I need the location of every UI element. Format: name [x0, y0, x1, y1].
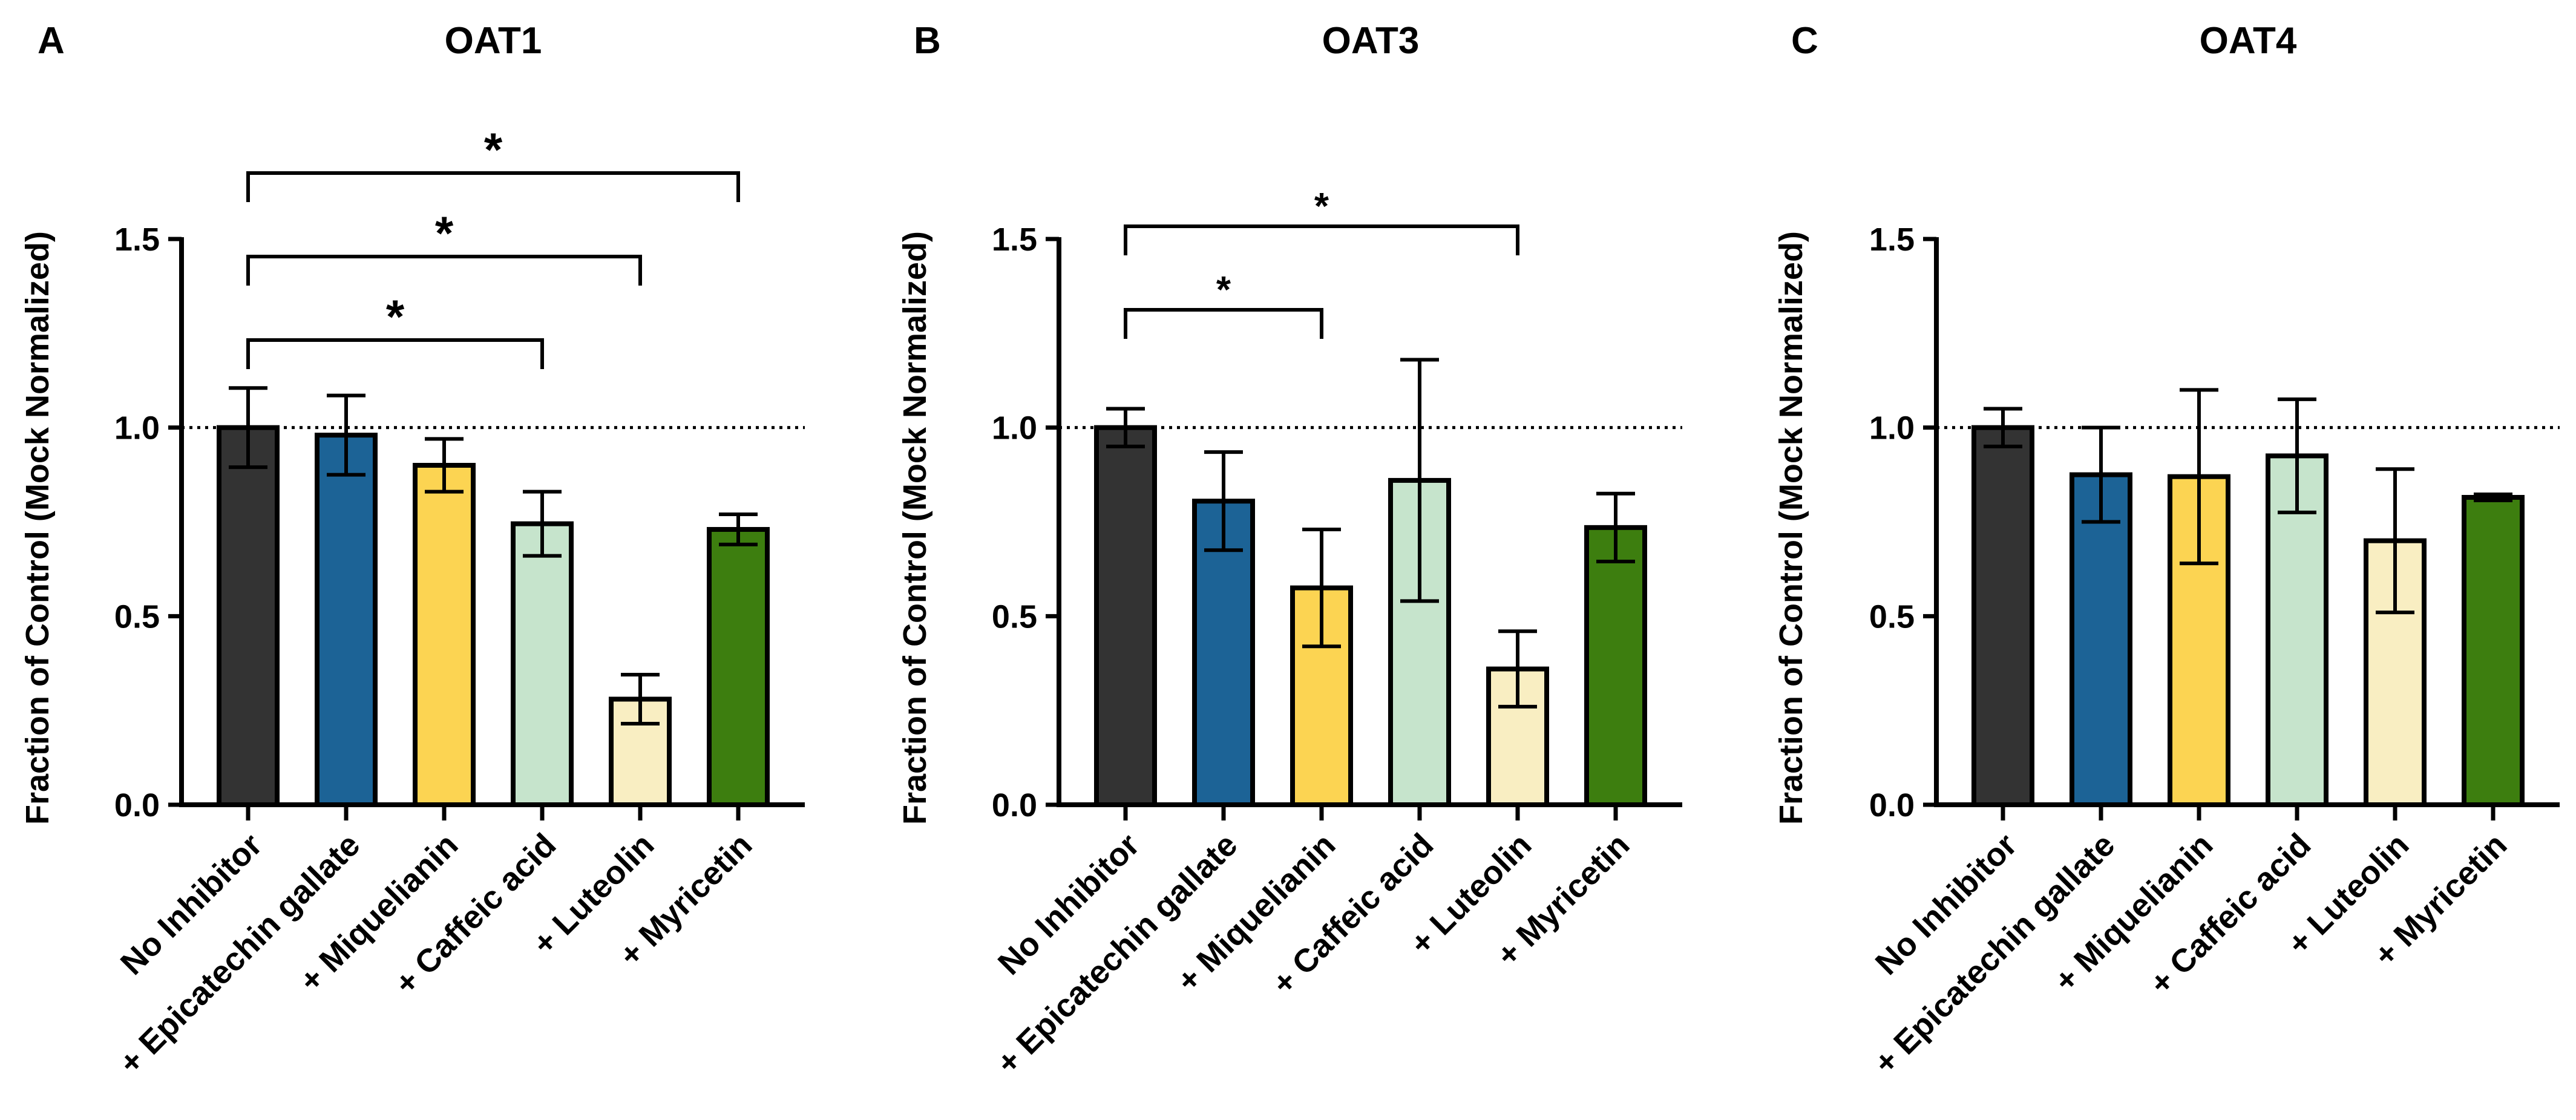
bar: [511, 521, 574, 807]
chart-title: OAT3: [1322, 20, 1420, 62]
significance-star: *: [386, 290, 405, 343]
y-axis-label: Fraction of Control (Mock Normalized): [1773, 231, 1809, 825]
significance-bracket: [246, 171, 740, 202]
y-tick-label: 0.5: [114, 598, 160, 635]
significance-star: *: [1216, 269, 1231, 311]
y-tick-label: 1.0: [114, 410, 160, 447]
chart-title: OAT4: [2200, 20, 2297, 62]
y-tick-label: 1.0: [992, 410, 1037, 447]
y-tick-label: 0.0: [114, 787, 160, 824]
bar: [1584, 525, 1647, 807]
panel-letter: B: [914, 20, 941, 62]
significance-star: *: [435, 206, 454, 260]
significance-bracket: [246, 338, 544, 369]
y-tick-label: 0.5: [1869, 598, 1915, 635]
panel-letter: A: [38, 20, 65, 62]
significance-star: *: [1314, 186, 1329, 228]
bar: [413, 463, 476, 807]
y-tick-label: 1.5: [1869, 221, 1915, 258]
y-tick-label: 0.0: [1869, 787, 1915, 824]
chart-title: OAT1: [445, 20, 542, 62]
bar: [707, 526, 770, 807]
bar: [1094, 425, 1157, 807]
bar: [1971, 425, 2034, 807]
y-axis-label: Fraction of Control (Mock Normalized): [897, 231, 933, 825]
significance-bracket: [246, 255, 642, 286]
bar: [2462, 494, 2525, 807]
significance-bracket: [1124, 224, 1519, 255]
y-tick-label: 1.5: [114, 221, 160, 258]
bar: [217, 425, 280, 807]
y-tick-label: 0.5: [992, 598, 1037, 635]
significance-star: *: [484, 123, 503, 176]
significance-bracket: [1124, 308, 1323, 339]
y-tick-label: 1.5: [992, 221, 1037, 258]
bar: [2070, 472, 2132, 807]
y-axis-label: Fraction of Control (Mock Normalized): [19, 231, 56, 825]
y-tick-label: 0.0: [992, 787, 1037, 824]
y-tick-label: 1.0: [1869, 410, 1915, 447]
bar: [315, 433, 378, 807]
panel-letter: C: [1791, 20, 1818, 62]
